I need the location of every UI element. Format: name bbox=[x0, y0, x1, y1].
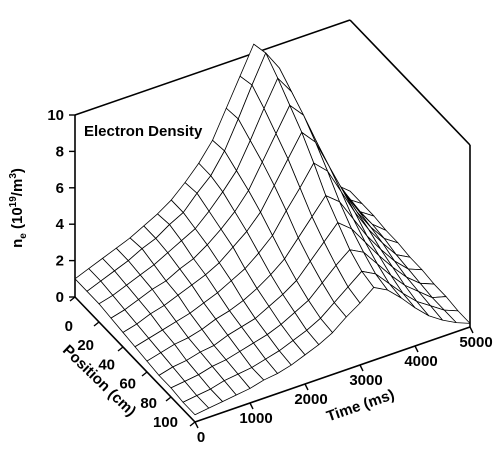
axis-line bbox=[74, 296, 196, 423]
z-axis-label: ne (1019/m3) bbox=[8, 168, 29, 248]
surface bbox=[74, 43, 471, 416]
x-tick-label: 3000 bbox=[349, 372, 382, 389]
x-axis-label: Time (ms) bbox=[324, 386, 396, 425]
tick-mark bbox=[249, 402, 254, 410]
tick-mark bbox=[117, 346, 124, 352]
x-tick-label: 4000 bbox=[404, 353, 437, 370]
box-edge bbox=[74, 19, 351, 116]
axis-box bbox=[74, 19, 471, 423]
z-axis-label-part: e bbox=[18, 233, 29, 239]
x-tick-label: 2000 bbox=[294, 391, 327, 408]
z-tick-label: 10 bbox=[47, 107, 64, 124]
z-tick-label: 8 bbox=[56, 143, 64, 160]
x-tick-label: 1000 bbox=[239, 410, 272, 427]
y-tick-label: 0 bbox=[65, 318, 73, 335]
y-tick-label: 80 bbox=[140, 395, 157, 412]
tick-mark bbox=[141, 371, 148, 377]
z-axis-label-part: 19 bbox=[8, 196, 19, 208]
chart-title: Electron Density bbox=[84, 123, 203, 140]
tick-mark bbox=[189, 421, 196, 427]
z-tick-label: 0 bbox=[56, 289, 64, 306]
y-tick-label: 40 bbox=[98, 356, 115, 373]
y-tick-label: 60 bbox=[119, 376, 136, 393]
x-tick-label: 5000 bbox=[459, 334, 492, 351]
surface-cell bbox=[182, 395, 210, 416]
x-tick-label: 0 bbox=[197, 429, 205, 446]
tick-mark bbox=[359, 364, 364, 372]
tick-mark bbox=[69, 296, 76, 302]
z-axis-label-part: ) bbox=[9, 168, 26, 173]
tick-mark bbox=[304, 383, 309, 391]
tick-mark bbox=[414, 345, 419, 353]
tick-mark bbox=[469, 326, 474, 334]
tick-mark bbox=[93, 321, 100, 327]
z-tick-label: 6 bbox=[56, 180, 64, 197]
axis-line bbox=[194, 326, 471, 423]
tick-mark bbox=[165, 396, 172, 402]
y-tick-label: 20 bbox=[77, 337, 94, 354]
y-tick-label: 100 bbox=[153, 414, 178, 431]
z-axis-label-part: /m bbox=[9, 179, 26, 197]
z-axis-label-part: 3 bbox=[8, 173, 19, 179]
z-axis-label-part: (10 bbox=[9, 207, 26, 233]
tick-mark bbox=[194, 421, 199, 429]
box-edge bbox=[349, 19, 471, 146]
z-tick-label: 2 bbox=[56, 253, 64, 270]
z-tick-label: 4 bbox=[56, 216, 65, 233]
z-axis-label-part: n bbox=[9, 239, 26, 248]
